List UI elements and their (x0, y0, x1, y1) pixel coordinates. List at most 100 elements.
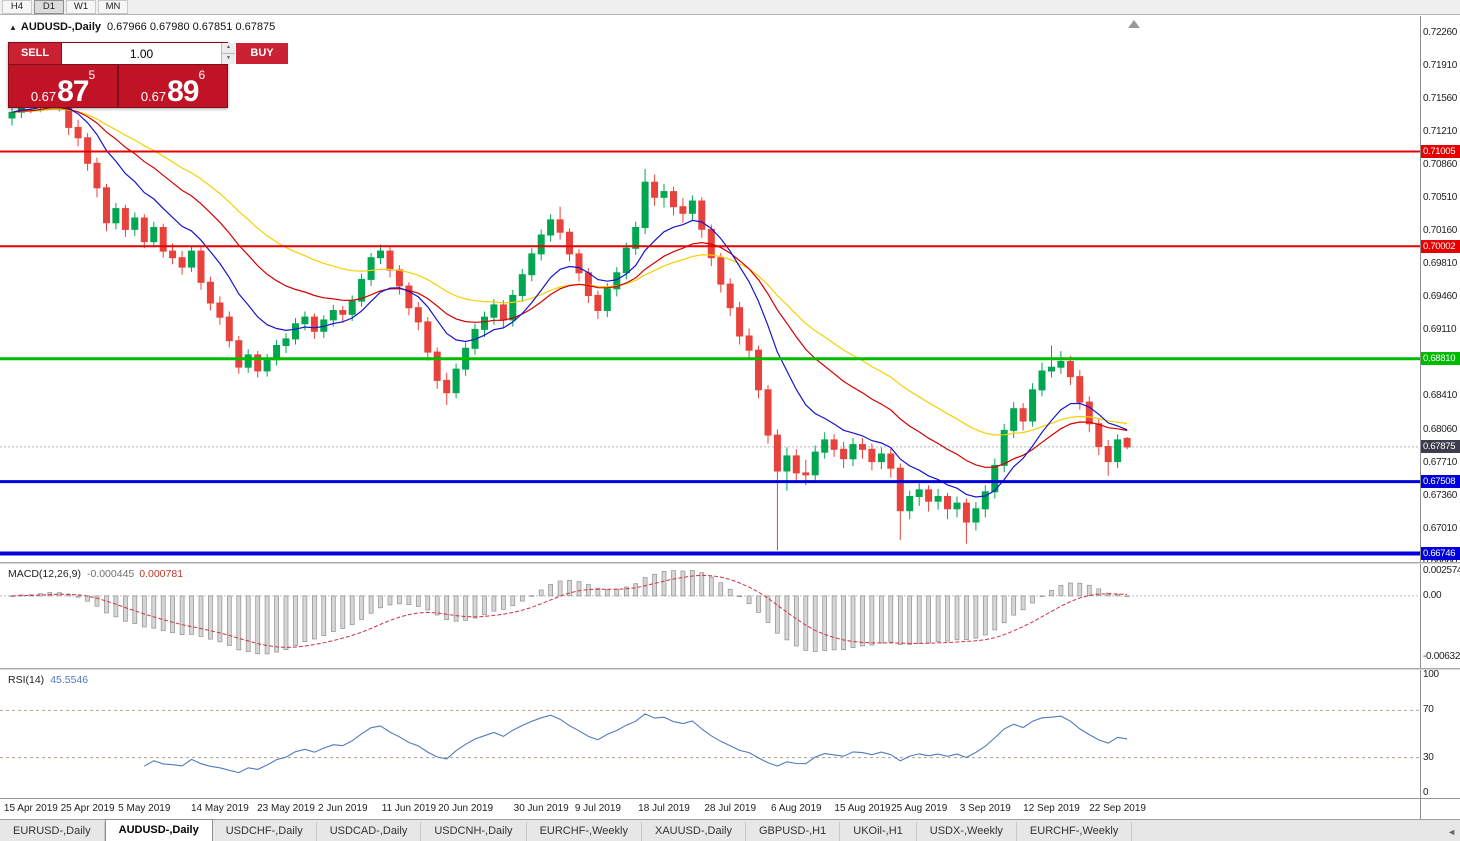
panel-separator[interactable] (0, 562, 1460, 564)
sell-price-display[interactable]: 0.67 87 5 (9, 65, 117, 107)
rsi-axis-label: 100 (1423, 669, 1439, 680)
price-axis-label: 0.68060 (1423, 423, 1458, 435)
buy-price-big-digits: 89 (167, 75, 199, 108)
time-axis-label: 30 Jun 2019 (513, 803, 569, 814)
one-click-collapse-icon[interactable]: ▲ (9, 23, 17, 32)
rsi-label: RSI(14) 45.5546 (8, 674, 88, 686)
time-axis[interactable]: 15 Apr 2019 25 Apr 2019 5 May 2019 14 May 2… (0, 799, 1420, 819)
ma-line-fast (11, 103, 1128, 498)
candlestick-price-chart[interactable] (0, 16, 1420, 562)
macd-axis-label: 0.002574 (1423, 565, 1460, 577)
rsi-line (144, 713, 1128, 774)
sell-price-big-digits: 87 (57, 75, 89, 108)
volume-input[interactable] (62, 43, 221, 64)
time-axis-label: 12 Sep 2019 (1023, 803, 1080, 814)
tab-gbpusd-h1[interactable]: GBPUSD-,H1 (746, 822, 841, 841)
price-axis-label: 0.69460 (1423, 291, 1458, 303)
sell-button[interactable]: SELL (9, 43, 61, 64)
timeframe-button-mn[interactable]: MN (98, 0, 128, 14)
tab-audusd-daily[interactable]: AUDUSD-,Daily (104, 819, 213, 841)
current-price-label: 0.67875 (1421, 440, 1460, 454)
hline-price-label: 0.71005 (1421, 145, 1460, 158)
axis-separator (1420, 16, 1421, 819)
time-axis-label: 11 Jun 2019 (381, 803, 437, 814)
macd-axis-label: 0.00 (1423, 589, 1442, 601)
rsi-value: 45.5546 (50, 674, 89, 686)
buy-price-display[interactable]: 0.67 89 6 (119, 65, 227, 107)
moving-averages-layer (11, 103, 1128, 498)
tab-usdcnh-daily[interactable]: USDCNH-,Daily (421, 822, 527, 841)
time-axis-label: 2 Jun 2019 (318, 803, 368, 814)
volume-spinner: ▲ ▼ (221, 43, 235, 64)
volume-increase-button[interactable]: ▲ (222, 43, 235, 54)
price-axis-label: 0.67710 (1423, 456, 1458, 468)
macd-signal-line (11, 574, 1128, 648)
price-axis-label: 0.71560 (1423, 93, 1458, 105)
price-axis-label: 0.67360 (1423, 489, 1458, 501)
price-axis-label: 0.69110 (1423, 324, 1457, 336)
hline-price-label: 0.68810 (1421, 352, 1460, 366)
time-axis-label: 5 May 2019 (118, 803, 171, 814)
tab-usdx-weekly[interactable]: USDX-,Weekly (917, 822, 1017, 841)
price-axis-label: 0.70860 (1423, 159, 1458, 171)
buy-price-pipette: 6 (198, 68, 206, 82)
price-axis-label: 0.68410 (1423, 390, 1458, 402)
price-axis-label: 0.71910 (1423, 60, 1458, 71)
timeframe-button-w1[interactable]: W1 (66, 0, 96, 14)
time-axis-label: 25 Aug 2019 (891, 803, 948, 814)
macd-main-value: -0.000445 (86, 568, 135, 580)
sell-price-prefix: 0.67 (30, 89, 57, 104)
macd-label: MACD(12,26,9) -0.000445 0.000781 (8, 568, 183, 580)
time-axis-label: 15 Apr 2019 (3, 803, 58, 814)
time-axis-label: 6 Aug 2019 (770, 803, 822, 814)
hline-price-label: 0.70002 (1421, 239, 1460, 253)
tab-eurchf-weekly[interactable]: EURCHF-,Weekly (1017, 822, 1133, 841)
price-axis[interactable]: 0.72260 0.71910 0.71560 0.71210 0.70860 0.705… (1421, 0, 1460, 819)
macd-signal-value: 0.000781 (139, 568, 184, 580)
macd-indicator-chart[interactable] (0, 564, 1420, 668)
tab-usdcad-daily[interactable]: USDCAD-,Daily (317, 822, 422, 841)
chart-title: ▲ AUDUSD-,Daily 0.67966 0.67980 0.67851 0.… (9, 21, 275, 33)
timeframe-button-h4[interactable]: H4 (2, 0, 32, 14)
tab-ukoil-h1[interactable]: UKOil-,H1 (840, 822, 917, 841)
chart-tab-bar: EURUSD-,Daily AUDUSD-,Daily USDCHF-,Daily U… (0, 819, 1460, 841)
hline-price-label: 0.67508 (1421, 475, 1460, 489)
chart-ohlc-values: 0.67966 0.67980 0.67851 0.67875 (107, 21, 276, 33)
chart-symbol-label: AUDUSD-,Daily (20, 21, 101, 33)
time-axis-label: 9 Jul 2019 (574, 803, 621, 814)
tab-usdchf-daily[interactable]: USDCHF-,Daily (213, 822, 317, 841)
price-axis-label: 0.70160 (1423, 225, 1458, 237)
panel-separator (0, 798, 1460, 799)
buy-price-prefix: 0.67 (140, 89, 167, 104)
ma-line-slow (11, 108, 1128, 436)
buy-button[interactable]: BUY (236, 43, 288, 64)
macd-axis-label: -0.006326 (1423, 650, 1460, 662)
time-axis-label: 22 Sep 2019 (1089, 803, 1146, 814)
chart-shift-marker[interactable] (1128, 20, 1140, 28)
macd-histogram (9, 570, 1130, 655)
rsi-axis-label: 0 (1423, 787, 1429, 798)
volume-decrease-button[interactable]: ▼ (222, 54, 235, 64)
tab-eurchf-weekly[interactable]: EURCHF-,Weekly (527, 822, 642, 841)
time-axis-label: 23 May 2019 (257, 803, 315, 814)
tabs-scroll-left-button[interactable]: ◄ (1447, 827, 1456, 837)
time-axis-label: 18 Jul 2019 (638, 803, 690, 814)
sell-price-pipette: 5 (88, 68, 96, 82)
price-axis-label: 0.71210 (1423, 126, 1458, 138)
time-axis-label: 3 Sep 2019 (959, 803, 1011, 814)
timeframe-button-d1[interactable]: D1 (34, 0, 64, 14)
time-axis-label: 15 Aug 2019 (834, 803, 891, 814)
time-axis-label: 25 Apr 2019 (60, 803, 115, 814)
tab-xauusd-daily[interactable]: XAUUSD-,Daily (642, 822, 746, 841)
time-axis-label: 28 Jul 2019 (704, 803, 757, 814)
rsi-title-text: RSI(14) (8, 674, 45, 686)
timeframe-toolbar: H4 D1 W1 MN (0, 0, 1460, 15)
rsi-indicator-chart[interactable] (0, 670, 1420, 798)
panel-separator[interactable] (0, 668, 1460, 670)
rsi-axis-label: 70 (1423, 704, 1434, 716)
one-click-trading-panel: SELL ▲ ▼ BUY 0.67 87 5 0.67 89 6 (8, 42, 288, 108)
tab-eurusd-daily[interactable]: EURUSD-,Daily (0, 822, 105, 841)
price-axis-label: 0.66660 (1423, 556, 1457, 567)
time-axis-label: 14 May 2019 (190, 803, 249, 814)
